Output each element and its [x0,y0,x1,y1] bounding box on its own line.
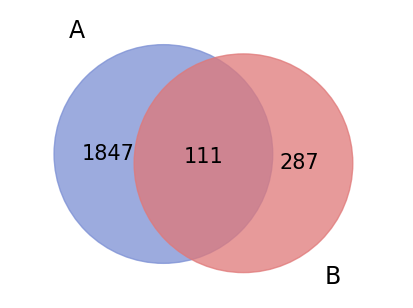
Text: 111: 111 [183,147,223,167]
Text: 1847: 1847 [81,144,134,164]
Circle shape [54,45,273,263]
Text: 287: 287 [279,153,319,173]
Text: B: B [325,265,341,289]
Text: A: A [69,19,85,43]
Circle shape [134,54,353,273]
